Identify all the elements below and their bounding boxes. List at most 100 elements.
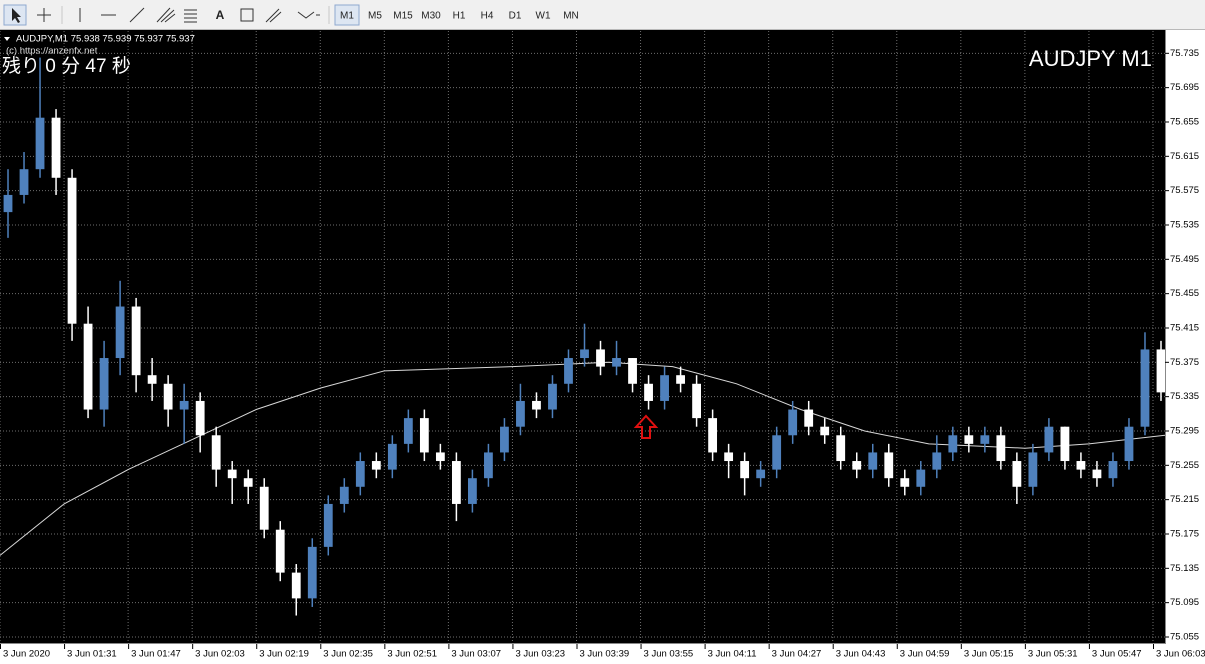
candle-body [484, 452, 493, 479]
x-tick-label: 3 Jun 02:35 [323, 649, 373, 660]
x-tick-label: 3 Jun 03:55 [644, 649, 694, 660]
y-tick-label: 75.615 [1170, 151, 1199, 162]
timeframe-label[interactable]: D1 [509, 11, 522, 22]
candle-body [1124, 426, 1134, 462]
candle-body [900, 478, 910, 487]
candle-body [211, 435, 221, 470]
crosshair-button[interactable] [37, 8, 51, 22]
timeframe-label[interactable]: M5 [368, 11, 382, 22]
candle-body [83, 323, 93, 410]
y-tick-label: 75.455 [1170, 288, 1199, 299]
copyright: (c) https://anzenfx.net [6, 46, 98, 57]
x-tick-label: 3 Jun 06:03 [1156, 649, 1205, 660]
timeframe-label[interactable]: M1 [340, 11, 354, 22]
candle-body [403, 418, 413, 444]
candle-body [195, 400, 205, 436]
candle-body [339, 486, 349, 504]
candle-body [852, 461, 862, 470]
x-tick-label: 3 Jun 01:31 [67, 649, 117, 660]
trendline-button[interactable] [129, 7, 145, 23]
candle-body [932, 452, 942, 470]
plot [0, 57, 1166, 616]
timeframe-label[interactable]: H1 [453, 11, 466, 22]
x-tick-label: 3 Jun 03:39 [579, 649, 629, 660]
y-tick-label: 75.135 [1170, 563, 1199, 574]
arrow-annotation [633, 414, 659, 439]
candle-body [548, 383, 557, 410]
candle-body [516, 400, 525, 427]
y-tick-label: 75.495 [1170, 254, 1199, 265]
y-tick-label: 75.655 [1170, 117, 1199, 128]
y-tick-label: 75.215 [1170, 494, 1199, 505]
candle-body [1156, 349, 1166, 393]
timeframe-label[interactable]: MN [563, 11, 579, 22]
chart-area [0, 30, 1165, 644]
chart-info: AUDJPY,M1 75.938 75.939 75.937 75.937 [16, 34, 195, 45]
candle-body [564, 358, 573, 384]
candle-body [323, 503, 333, 547]
x-tick-label: 3 Jun 05:15 [964, 649, 1014, 660]
candle-body [708, 418, 718, 453]
candle-body [3, 194, 13, 213]
candle-body [804, 409, 814, 427]
y-tick-label: 75.335 [1170, 391, 1199, 402]
candle-body [660, 375, 669, 401]
moving-average [0, 361, 1166, 556]
candle-body [644, 383, 653, 401]
candle-body [980, 435, 990, 444]
timeframe-label[interactable]: M30 [421, 11, 441, 22]
candle-body [676, 375, 685, 384]
timeframe-label[interactable]: M15 [393, 11, 413, 22]
candle-body [243, 478, 253, 487]
timeframe-button[interactable] [334, 4, 360, 26]
y-tick-label: 75.175 [1170, 529, 1199, 540]
candle-body [1140, 349, 1150, 427]
y-tick-label: 75.735 [1170, 48, 1199, 59]
arrows-button[interactable] [297, 11, 320, 19]
candle-body [532, 400, 541, 410]
candle-body [1060, 426, 1070, 462]
candle-body [115, 306, 125, 359]
candle-body [259, 486, 269, 530]
timeframe-label[interactable]: W1 [536, 11, 551, 22]
candle-body [740, 461, 750, 479]
timeframe-label[interactable]: H4 [481, 11, 494, 22]
candle-body [964, 435, 974, 444]
x-tick-label: 3 Jun 05:31 [1028, 649, 1078, 660]
y-tick-label: 75.695 [1170, 82, 1199, 93]
candle-body [1044, 426, 1054, 453]
chart-title: AUDJPY M1 [1029, 46, 1152, 71]
x-tick-label: 3 Jun 04:59 [900, 649, 950, 660]
candle-body [51, 117, 61, 178]
candle-body [500, 426, 509, 453]
candle-body [131, 306, 141, 376]
y-tick-label: 75.575 [1170, 185, 1199, 196]
toolbar [0, 0, 1205, 30]
text-tool[interactable]: A [216, 8, 225, 22]
candle-body [387, 443, 397, 470]
x-tick-label: 3 Jun 03:23 [515, 649, 565, 660]
fibo-button[interactable] [184, 9, 197, 23]
label-button[interactable] [240, 8, 254, 22]
x-tick-label: 3 Jun 01:47 [131, 649, 181, 660]
candle-body [628, 358, 637, 384]
price-axis [1166, 30, 1205, 664]
candle-body [35, 117, 45, 170]
candle-body [99, 358, 109, 410]
fibo-fan-button[interactable] [265, 8, 282, 23]
candle-body [163, 383, 173, 410]
y-tick-label: 75.415 [1170, 323, 1199, 334]
y-tick-label: 75.095 [1170, 597, 1199, 608]
x-tick-label: 3 Jun 2020 [3, 649, 50, 660]
y-tick-label: 75.535 [1170, 220, 1199, 231]
candle-body [1012, 461, 1022, 487]
channel-button[interactable] [156, 7, 176, 23]
candle-body [227, 469, 237, 479]
candle-body [916, 469, 926, 487]
x-tick-label: 3 Jun 02:19 [259, 649, 309, 660]
candle-body [1028, 452, 1038, 487]
candle-body [724, 452, 734, 462]
candle-body [596, 349, 605, 367]
candle-body [291, 572, 301, 599]
timeframe-bar: M1 M5 M15 M30 H1 H4 D1 W1 MN [334, 4, 579, 26]
